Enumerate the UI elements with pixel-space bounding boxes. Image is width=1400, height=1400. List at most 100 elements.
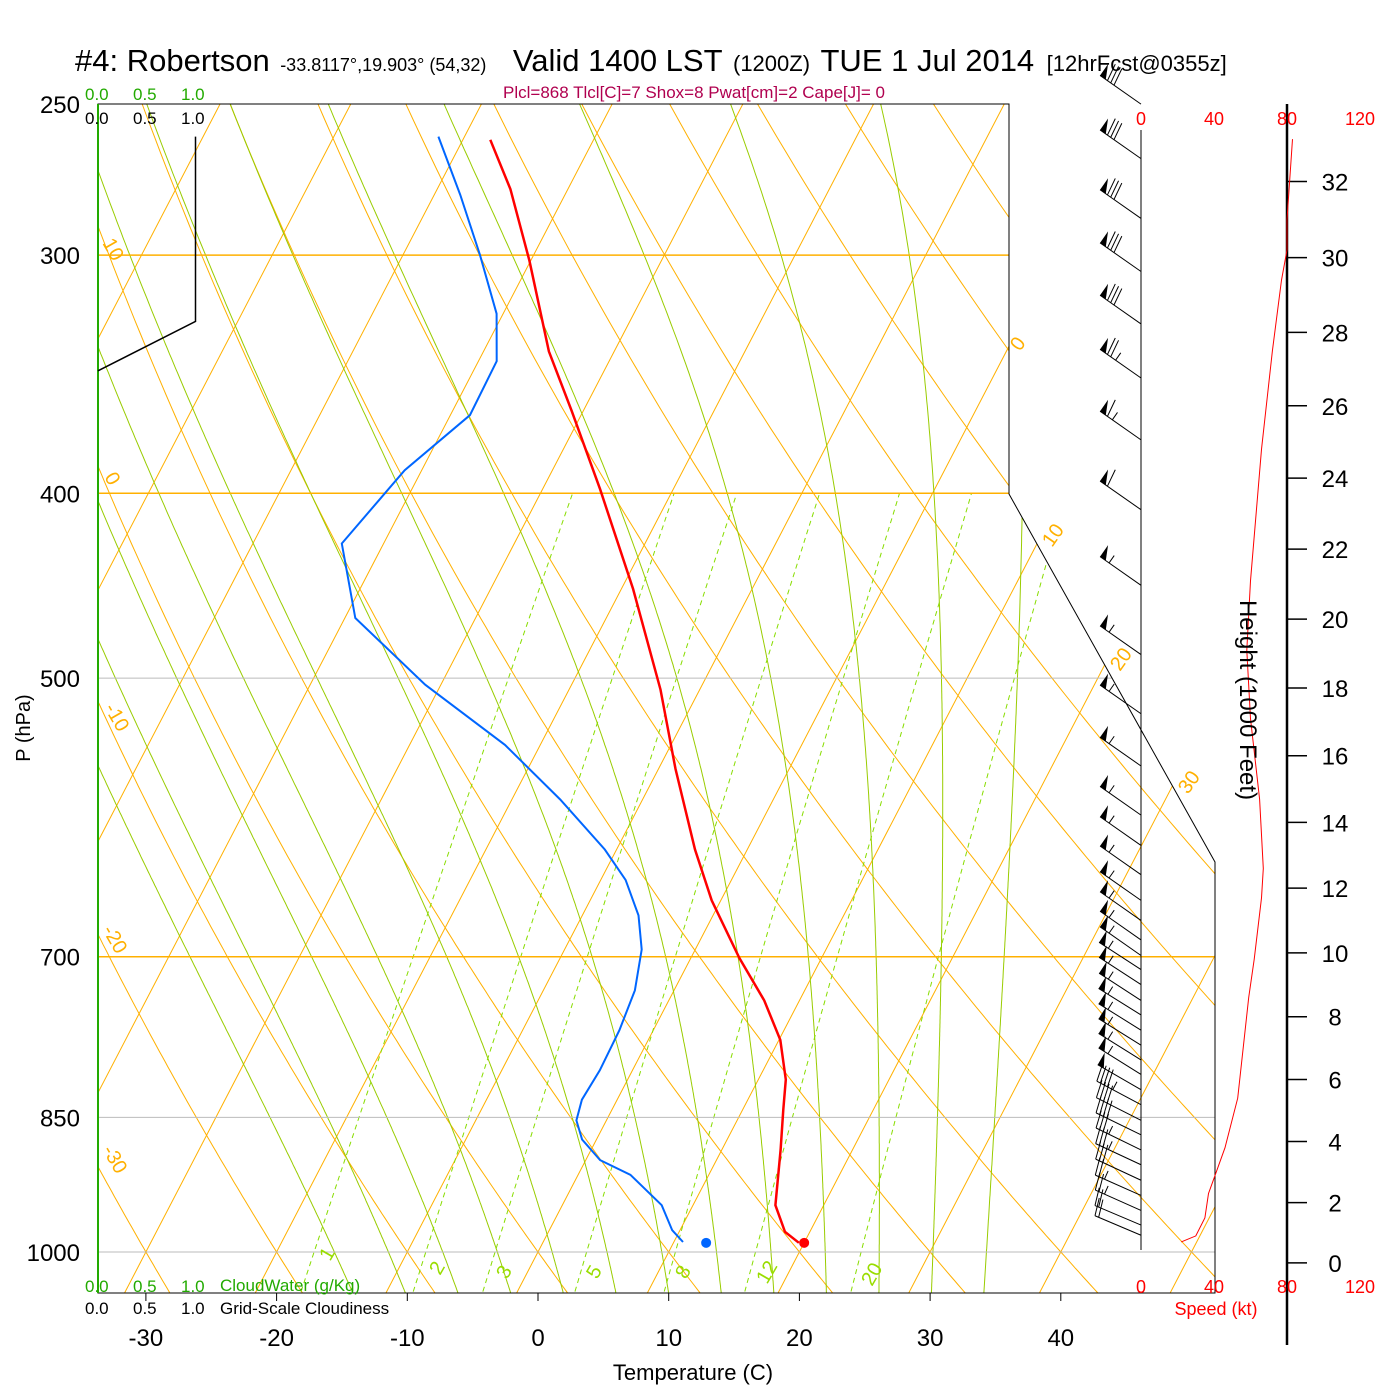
dry-adiabat-label: -20: [98, 922, 132, 958]
isotherm: [1165, 104, 1215, 1293]
barb-half-feather: [1108, 890, 1115, 899]
dry-adiabat: [98, 104, 574, 1293]
wind-barb: [1099, 399, 1142, 441]
dry-adiabat: [737, 104, 1215, 1293]
barb-staff: [1099, 75, 1142, 105]
isotherm-label: 30: [1174, 767, 1205, 798]
height-tick-label: 16: [1322, 744, 1349, 771]
wind-barb: [1099, 915, 1142, 956]
station-name: #4: Robertson: [75, 43, 270, 78]
surface-temperature-dot: [799, 1237, 810, 1248]
isotherm: [381, 104, 1023, 1293]
barb-pennant: [1100, 860, 1109, 876]
barb-feather: [1099, 1065, 1107, 1084]
height-tick-label: 14: [1322, 810, 1349, 837]
barb-feather: [1096, 1063, 1104, 1082]
dry-adiabat: [98, 104, 308, 1293]
barb-pennant: [1098, 1036, 1107, 1052]
zulu-time: (1200Z): [733, 51, 810, 76]
barb-feather: [1106, 118, 1116, 136]
barb-feather: [1106, 337, 1116, 355]
barb-half-feather: [1108, 735, 1115, 744]
barb-half-feather: [1108, 844, 1115, 853]
barb-pennant: [1098, 1006, 1107, 1023]
barb-feather: [1113, 288, 1123, 306]
barb-staff: [1099, 871, 1142, 901]
barb-pennant: [1100, 725, 1109, 742]
barb-staff: [1095, 1174, 1142, 1196]
y-tick-label: 1000: [27, 1240, 80, 1267]
dry-adiabat: [476, 104, 1215, 1293]
moist-adiabat: [98, 104, 566, 1293]
barb-half-feather: [1108, 925, 1115, 934]
barb-half-feather: [1107, 1031, 1114, 1040]
barb-pennant: [1098, 976, 1107, 993]
dry-adiabat-label: 0: [100, 469, 125, 490]
barb-staff: [1099, 556, 1142, 586]
barb-half-feather: [1112, 1081, 1118, 1090]
wind-barb: [1094, 1172, 1142, 1211]
cloudwater-tick-top: 1.0: [181, 85, 205, 104]
barb-pennant: [1100, 64, 1109, 80]
barb-staff: [1098, 956, 1142, 986]
barb-pennant: [1100, 469, 1109, 486]
barb-pennant: [1100, 118, 1109, 134]
mixing-ratio-line: [661, 493, 900, 1293]
barb-half-feather: [1107, 986, 1114, 995]
wind-barb: [1099, 834, 1142, 876]
wind-barb: [1099, 774, 1142, 816]
wind-barb: [1099, 231, 1142, 272]
barb-pennant: [1099, 961, 1107, 978]
barb-pennant: [1100, 774, 1109, 791]
cloudiness-profile: [97, 136, 197, 372]
wind-barb: [1099, 178, 1142, 219]
station-coords: -33.8117°,19.903° (54,32): [280, 55, 486, 75]
x-tick-label: -10: [390, 1325, 425, 1352]
moist-adiabat: [98, 104, 514, 1293]
barb-half-feather: [1115, 352, 1122, 361]
height-tick-label: 8: [1328, 1005, 1341, 1032]
mixing-ratio-label: 3: [492, 1262, 517, 1283]
moist-adiabat: [717, 104, 880, 1293]
barb-feather: [1110, 120, 1120, 138]
cloudwater-tick-top: 0.5: [133, 85, 157, 104]
cloudiness-label: Grid-Scale Cloudiness: [220, 1299, 389, 1318]
barb-feather: [1106, 1069, 1114, 1087]
barb-half-feather: [1107, 1016, 1114, 1025]
mixing-ratio-label: 8: [671, 1262, 696, 1283]
barb-staff: [1099, 910, 1142, 941]
x-tick-label: 20: [786, 1325, 813, 1352]
barb-feather: [1095, 1125, 1102, 1144]
cloudiness-tick-bottom: 0.5: [133, 1299, 157, 1318]
barb-half-feather: [1108, 870, 1115, 879]
isotherm: [773, 104, 1215, 1293]
barb-half-feather: [1107, 940, 1114, 949]
barb-pennant: [1098, 1021, 1107, 1038]
height-tick-label: 26: [1322, 394, 1349, 421]
isotherm: [120, 104, 761, 1293]
isotherm: [98, 104, 500, 1293]
moist-adiabat: [98, 104, 409, 1293]
speed-axis-label: Speed (kt): [1174, 1299, 1257, 1319]
cloudiness-tick-top: 0.0: [85, 109, 109, 128]
wind-barb: [1098, 945, 1142, 986]
wind-barb: [1094, 1197, 1142, 1236]
dry-adiabat: [303, 104, 1105, 1293]
barb-half-feather: [1108, 785, 1115, 794]
moist-adiabat: [428, 104, 775, 1293]
y-tick-label: 500: [40, 666, 80, 693]
mixing-ratio-line: [410, 493, 675, 1293]
moist-adiabat: [216, 104, 671, 1293]
barb-half-feather: [1108, 815, 1115, 824]
barb-feather: [1094, 1197, 1100, 1216]
barb-half-feather: [1107, 955, 1114, 964]
forecast-info: [12hrFcst@0355z]: [1047, 51, 1227, 76]
height-tick-label: 20: [1322, 607, 1349, 634]
x-tick-label: 30: [917, 1325, 944, 1352]
wind-barb: [1094, 1187, 1142, 1226]
barb-feather: [1098, 1199, 1104, 1218]
dry-adiabat: [1346, 70, 1400, 1300]
isotherm: [98, 104, 239, 1293]
